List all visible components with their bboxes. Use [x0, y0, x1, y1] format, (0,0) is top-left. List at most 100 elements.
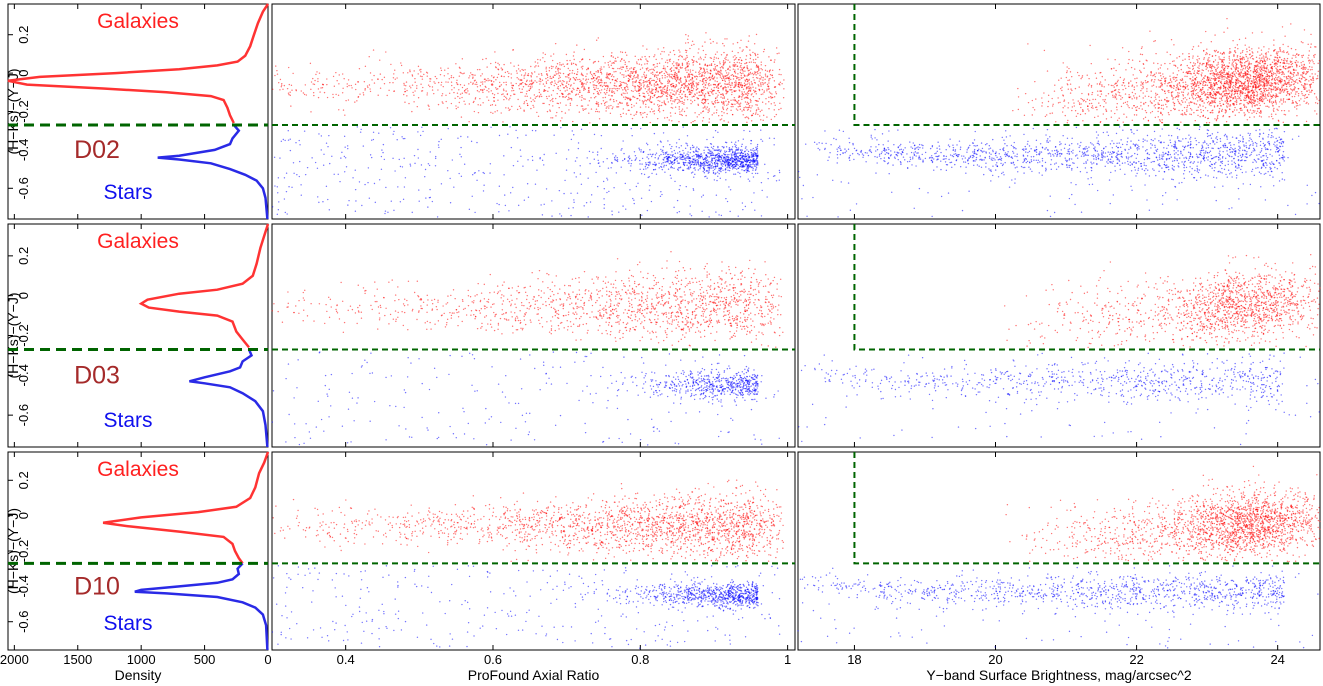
galaxy-point [775, 91, 777, 93]
galaxy-point [655, 86, 657, 89]
galaxy-point [622, 108, 625, 110]
star-point [720, 214, 723, 217]
galaxy-point [706, 70, 708, 73]
galaxy-point [656, 78, 659, 80]
galaxy-point [1017, 108, 1020, 111]
galaxy-point [567, 99, 569, 101]
galaxy-point [674, 77, 676, 79]
galaxy-point [474, 97, 477, 99]
galaxy-point [1241, 69, 1244, 71]
galaxy-point [1191, 94, 1193, 97]
galaxy-point [764, 75, 767, 77]
galaxy-point [1287, 45, 1289, 48]
galaxy-point [1097, 94, 1099, 96]
star-point [417, 148, 419, 151]
galaxy-point [549, 100, 552, 102]
galaxy-point [603, 92, 606, 94]
star-point [692, 171, 694, 173]
star-point [667, 168, 670, 170]
galaxy-point [1188, 58, 1190, 61]
galaxy-point [1291, 100, 1294, 102]
galaxy-point [276, 69, 278, 72]
galaxy-point [597, 104, 600, 106]
galaxy-point [538, 89, 540, 91]
galaxy-point [591, 75, 594, 77]
star-point [273, 156, 276, 158]
galaxy-point [530, 75, 532, 77]
galaxy-point [726, 107, 729, 110]
galaxy-point [1278, 75, 1280, 78]
galaxy-point [476, 86, 479, 88]
galaxy-point [437, 81, 440, 84]
galaxy-point [1285, 65, 1287, 67]
galaxy-point [647, 70, 650, 72]
galaxy-point [751, 105, 753, 107]
galaxy-point [704, 84, 707, 86]
galaxy-point [1192, 98, 1195, 100]
galaxy-point [701, 83, 704, 86]
galaxy-point [590, 97, 592, 99]
galaxy-point [593, 73, 596, 75]
galaxy-point [752, 59, 755, 61]
star-point [420, 164, 423, 166]
galaxy-point [588, 100, 591, 102]
galaxy-point [694, 75, 696, 78]
galaxy-point [653, 113, 656, 115]
galaxy-point [1226, 106, 1228, 108]
galaxy-point [526, 104, 529, 107]
star-point [382, 151, 384, 154]
galaxy-point [688, 74, 690, 77]
star-point [640, 151, 642, 153]
star-point [700, 153, 702, 156]
star-point [361, 204, 363, 207]
star-point [645, 142, 648, 144]
galaxy-point [749, 57, 752, 60]
galaxy-point [597, 102, 599, 104]
galaxy-point [583, 89, 585, 91]
galaxy-point [1195, 88, 1198, 91]
star-point [698, 157, 700, 159]
star-point [418, 200, 420, 202]
galaxy-point [722, 93, 724, 95]
galaxy-point [1136, 98, 1138, 100]
star-point [687, 151, 689, 153]
galaxy-point [1294, 54, 1296, 57]
star-point [320, 149, 322, 151]
star-point [632, 197, 634, 200]
galaxy-point [686, 61, 688, 64]
galaxy-point [753, 79, 755, 81]
galaxy-point [319, 91, 321, 93]
galaxy-point [583, 86, 585, 88]
galaxy-point [773, 115, 776, 118]
galaxy-point [1178, 82, 1181, 84]
galaxy-point [704, 56, 706, 58]
star-point [437, 144, 440, 146]
star-point [725, 160, 728, 163]
star-point [360, 128, 362, 131]
galaxy-point [675, 85, 678, 87]
galaxy-point [684, 67, 686, 70]
star-point [660, 191, 662, 193]
galaxy-point [536, 76, 538, 78]
star-point [567, 149, 570, 151]
galaxy-point [720, 101, 723, 103]
galaxy-point [555, 73, 558, 75]
galaxy-point [732, 64, 734, 66]
galaxy-point [466, 92, 468, 94]
galaxy-point [622, 89, 624, 91]
star-point [707, 161, 710, 163]
galaxy-point [713, 58, 715, 60]
star-point [736, 149, 738, 151]
galaxy-point [739, 102, 742, 104]
galaxy-point [595, 87, 597, 89]
galaxy-point [722, 79, 724, 82]
galaxy-point [470, 81, 472, 84]
galaxy-point [719, 119, 722, 121]
star-point [712, 145, 715, 148]
galaxy-point [641, 56, 643, 58]
galaxy-point [1186, 109, 1188, 111]
galaxy-point [736, 109, 739, 111]
star-point [431, 200, 434, 203]
galaxy-point [755, 33, 758, 36]
galaxy-point [679, 95, 681, 98]
